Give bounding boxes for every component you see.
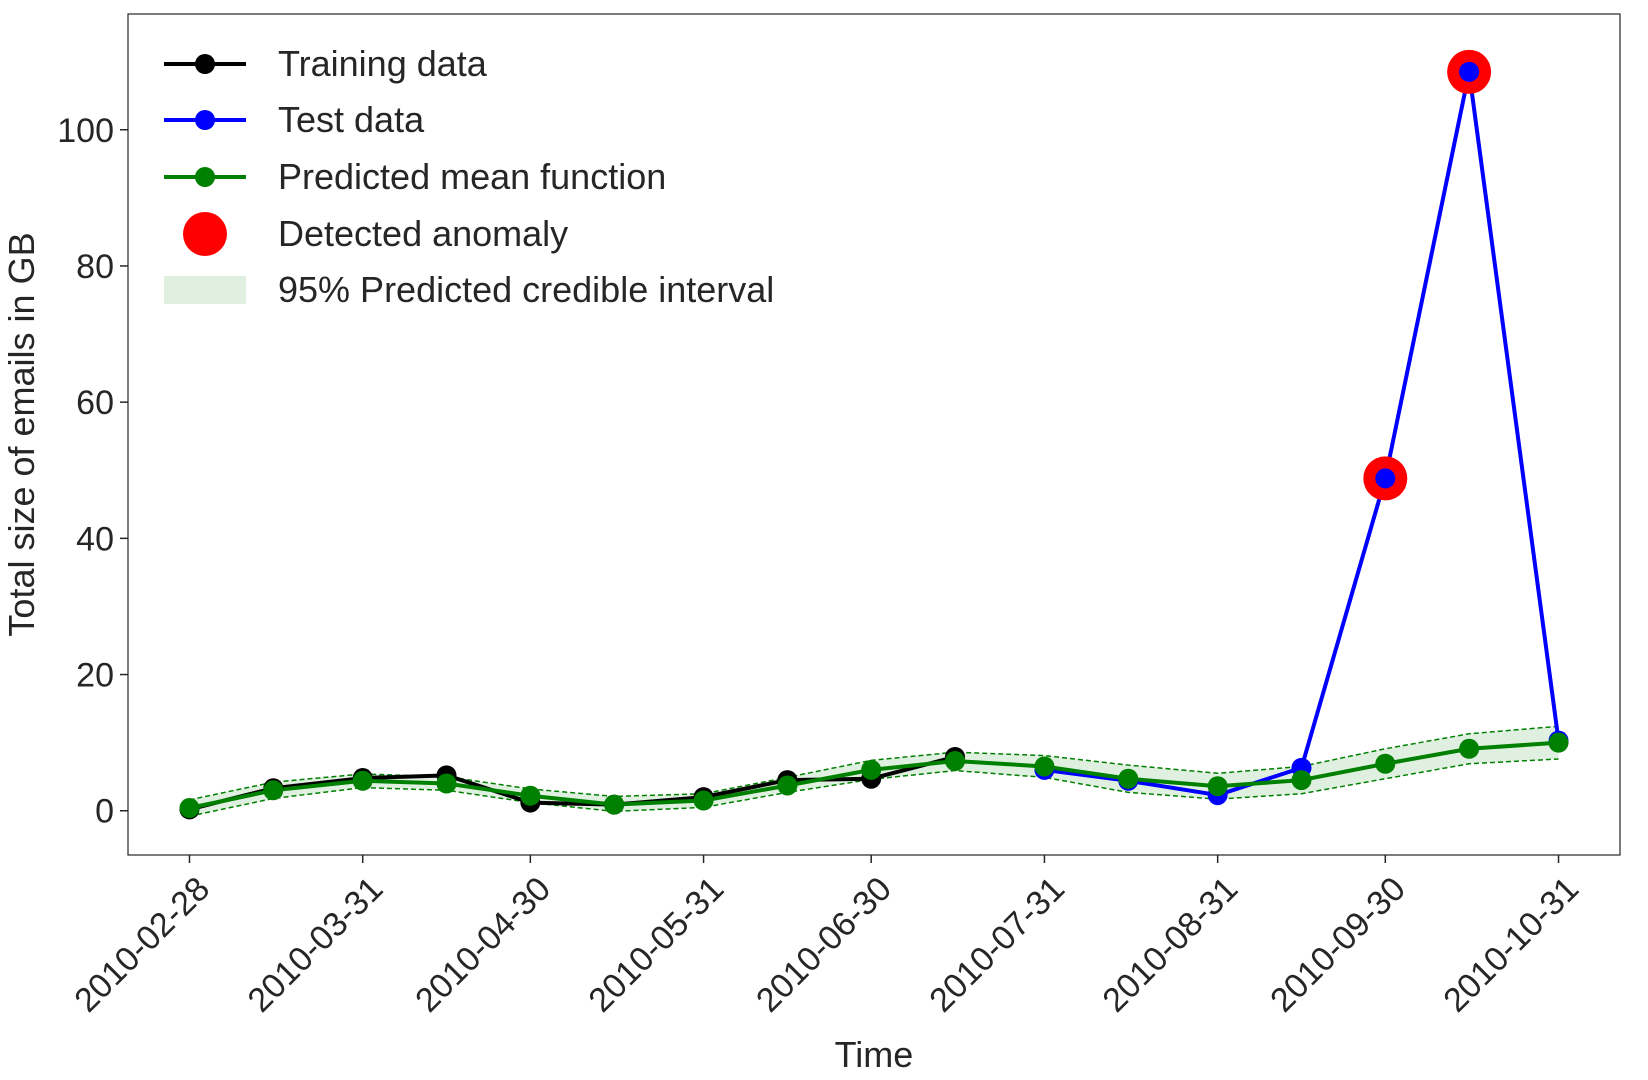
- predicted-mean-point: [861, 759, 882, 780]
- y-tick-label: 80: [76, 248, 114, 286]
- marker-layer: [179, 61, 1569, 820]
- predicted-mean-point: [436, 773, 457, 794]
- x-tick-label: 2010-06-30: [749, 870, 899, 1020]
- predicted-mean-point: [1548, 732, 1569, 753]
- x-tick-label: 2010-05-31: [581, 870, 731, 1020]
- predicted-mean-point: [604, 794, 625, 815]
- predicted-mean-point: [777, 775, 798, 796]
- legend-predicted-mean-marker: [195, 167, 215, 187]
- predicted-mean-point: [179, 798, 200, 819]
- legend-predicted-mean-label: Predicted mean function: [278, 156, 666, 197]
- test-data-line: [1044, 69, 1561, 798]
- x-tick-label: 2010-09-30: [1263, 870, 1413, 1020]
- legend-training-data-marker: [195, 54, 215, 74]
- plot-frame: [127, 13, 1621, 856]
- predicted-mean-point: [1118, 768, 1139, 789]
- x-tick-label: 2010-04-30: [408, 870, 558, 1020]
- predicted-mean-point: [1459, 738, 1480, 759]
- legend-detected-anomaly-marker: [183, 212, 227, 256]
- legend-credible-interval-patch: [164, 276, 246, 304]
- legend: Training data Test data Predicted mean fun…: [164, 43, 774, 310]
- predicted-mean-point: [352, 770, 373, 791]
- x-tick-label: 2010-07-31: [922, 870, 1072, 1020]
- x-tick-label: 2010-08-31: [1095, 870, 1245, 1020]
- y-tick-label: 0: [95, 793, 114, 831]
- y-axis-label: Total size of emails in GB: [1, 232, 42, 636]
- predicted-mean-point: [1034, 756, 1055, 777]
- x-tick-label: 2010-03-31: [241, 870, 391, 1020]
- legend-test-data-marker: [195, 110, 215, 130]
- predicted-mean-point: [1291, 770, 1312, 791]
- predicted-mean-point: [693, 790, 714, 811]
- y-tick-label: 20: [76, 657, 114, 695]
- y-tick-label: 100: [57, 112, 114, 150]
- test-data-point: [1459, 61, 1480, 82]
- legend-credible-interval-label: 95% Predicted credible interval: [278, 269, 774, 310]
- legend-training-data-label: Training data: [278, 43, 488, 84]
- x-axis-label: Time: [835, 1034, 914, 1075]
- y-tick-label: 60: [76, 384, 114, 422]
- legend-detected-anomaly-label: Detected anomaly: [278, 213, 568, 254]
- predicted-mean-point: [1207, 776, 1228, 797]
- x-tick-label: 2010-02-28: [67, 870, 217, 1020]
- x-tick-label: 2010-10-31: [1436, 870, 1586, 1020]
- test-data-point: [1375, 468, 1396, 489]
- predicted-mean-point: [520, 785, 541, 806]
- y-tick-label: 40: [76, 520, 114, 558]
- predicted-mean-point: [263, 780, 284, 801]
- predicted-mean-point: [1375, 753, 1396, 774]
- legend-test-data-label: Test data: [278, 99, 425, 140]
- predicted-mean-point: [945, 751, 966, 772]
